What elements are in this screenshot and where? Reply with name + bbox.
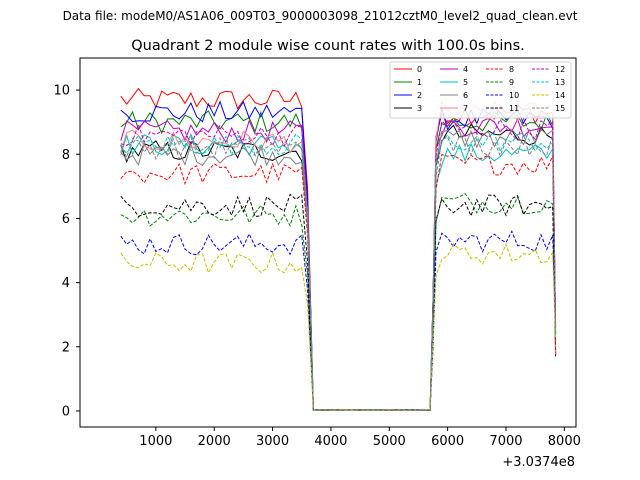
legend-label: 9 [509,78,514,87]
x-offset-label: +3.0374e8 [502,455,575,470]
y-tick-label: 10 [53,84,70,99]
series-line-15 [120,132,557,411]
series-line-9 [120,193,557,411]
series-line-3 [120,123,557,411]
legend-label: 15 [555,104,565,113]
legend-label: 7 [463,104,468,113]
x-tick-label: 5000 [373,434,406,449]
data-file-label: Data file: modeM0/AS1A06_009T03_90000030… [63,9,578,23]
series-line-6 [120,128,557,411]
legend-label: 8 [509,65,514,74]
plot-frame [79,57,577,428]
legend-label: 12 [555,65,565,74]
legend-label: 3 [417,104,422,113]
legend-label: 10 [509,91,519,100]
legend-label: 5 [463,78,468,87]
series-line-12 [120,117,557,411]
legend-label: 11 [509,104,519,113]
series-lines [120,87,557,411]
x-tick-label: 8000 [548,434,581,449]
legend-box [389,61,572,119]
series-line-10 [120,230,557,411]
legend-label: 4 [463,65,468,74]
series-line-2 [120,100,557,411]
chart-title: Quadrant 2 module wise count rates with … [131,38,525,54]
legend-label: 2 [417,91,422,100]
legend-label: 6 [463,91,468,100]
y-tick-label: 8 [62,148,70,163]
series-line-13 [120,132,557,411]
series-line-11 [120,193,557,411]
series-line-7 [120,100,557,411]
x-tick-label: 1000 [139,434,172,449]
legend-label: 13 [555,78,565,87]
x-tick-label: 2000 [198,434,231,449]
y-tick-label: 0 [62,404,70,419]
x-tick-label: 7000 [489,434,522,449]
x-tick-label: 6000 [431,434,464,449]
y-tick-label: 2 [62,340,70,355]
x-tick-label: 4000 [314,434,347,449]
legend-label: 0 [417,65,422,74]
legend-label: 1 [417,78,422,87]
y-tick-label: 6 [62,212,70,227]
series-line-14 [120,242,557,411]
x-tick-label: 3000 [256,434,289,449]
series-line-8 [120,153,557,411]
y-tick-label: 4 [62,276,70,291]
series-line-5 [120,132,557,411]
legend-label: 14 [555,91,565,100]
